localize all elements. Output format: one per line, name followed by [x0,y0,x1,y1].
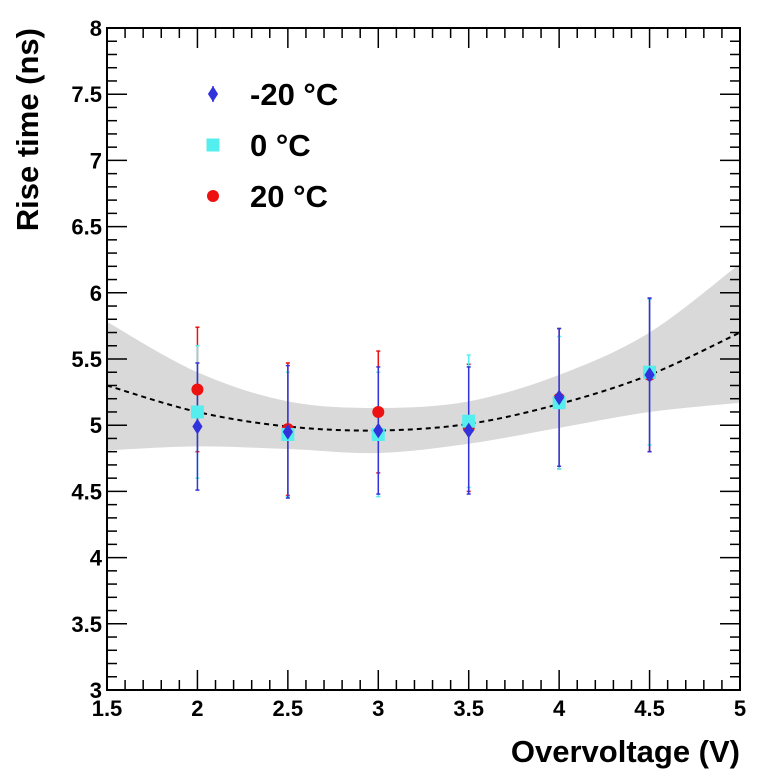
data-point-diamond [282,423,293,440]
x-tick-label: 2.5 [273,696,304,721]
y-tick-label: 5 [90,413,102,438]
fit-curve-layer [106,331,741,432]
y-tick-label: 6.5 [71,215,102,240]
y-tick-label: 3.5 [71,612,102,637]
x-tick-label: 3 [372,696,384,721]
data-point-diamond [373,422,384,439]
data-point-diamond [554,389,565,406]
legend-label: 20 °C [250,179,328,214]
y-tick-label: 3 [90,678,102,703]
y-tick-label: 6 [90,281,102,306]
tick-layer [106,27,741,691]
tick-label-layer: 1.5 2 2.5 3 3.5 4 4.5 5 3 3.5 4 4.5 5 5.5 6 6.5 7 7.5 8 [71,16,746,721]
data-point-square [462,414,476,428]
data-point-circle [191,383,204,396]
x-tick-label: 2 [191,696,203,721]
y-tick-label: 5.5 [71,347,102,372]
data-point-diamond [644,366,655,383]
y-axis-title: Rise time (ns) [10,28,45,231]
legend-marker-circle [207,190,219,202]
x-tick-label: 4 [553,696,566,721]
y-tick-label: 4.5 [71,479,102,504]
y-tick-label: 8 [90,16,102,41]
x-tick-label: 5 [734,696,746,721]
data-point-diamond [192,418,203,435]
y-tick-label: 7.5 [71,82,102,107]
fit-curve [106,331,741,432]
x-tick-label: 4.5 [634,696,665,721]
legend-label: 0 °C [250,128,311,163]
x-axis-title: Overvoltage (V) [511,734,740,769]
x-tick-label: 3.5 [453,696,484,721]
data-point-square [190,405,204,419]
data-point-diamond [463,422,474,439]
y-tick-label: 7 [90,148,102,173]
legend-marker-square [206,138,220,152]
x-tick-label: 1.5 [92,696,123,721]
confidence-band-layer [107,263,740,454]
legend-label: -20 °C [250,77,338,112]
legend: -20 °C 0 °C 20 °C [206,77,338,214]
data-point-circle [372,405,385,418]
confidence-band [107,263,740,454]
marker-layer [190,365,657,441]
y-tick-label: 4 [90,546,103,571]
